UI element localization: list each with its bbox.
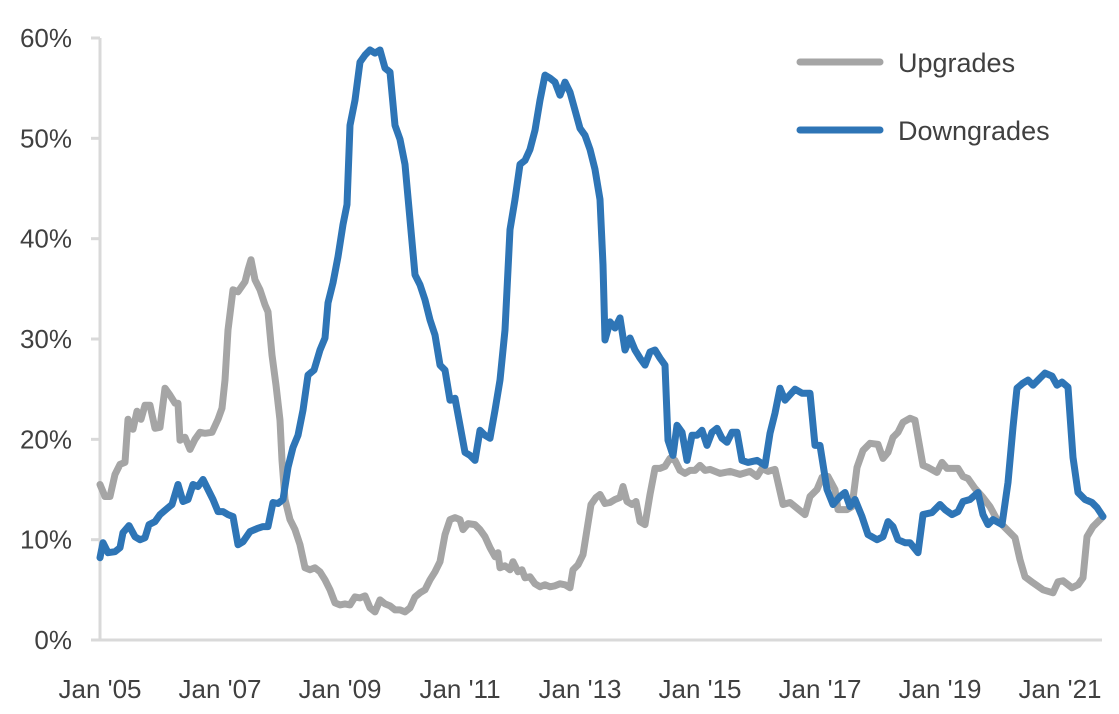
y-tick-label: 30% <box>20 324 72 354</box>
legend: Upgrades Downgrades <box>796 48 1050 146</box>
x-tick-label: Jan '11 <box>419 674 500 704</box>
x-tick-label: Jan '19 <box>898 674 981 704</box>
x-tick-label: Jan '17 <box>778 674 861 704</box>
x-axis-ticks: Jan '05 Jan '07 Jan '09 Jan '11 Jan '13 Jan '… <box>58 674 1101 704</box>
x-tick-label: Jan '21 <box>1018 674 1101 704</box>
y-axis-ticks: 0% 10% 20% 30% 40% 50% 60% <box>20 23 100 655</box>
series-lines <box>96 46 1107 616</box>
legend-label-upgrades: Upgrades <box>898 48 1015 78</box>
y-tick-label: 0% <box>34 625 72 655</box>
series-line-downgrades <box>96 46 1107 562</box>
x-tick-label: Jan '05 <box>58 674 141 704</box>
x-tick-label: Jan '09 <box>298 674 381 704</box>
x-tick-label: Jan '15 <box>658 674 741 704</box>
y-tick-label: 50% <box>20 123 72 153</box>
series-line-upgrades <box>96 256 1106 616</box>
y-tick-label: 10% <box>20 525 72 555</box>
x-tick-label: Jan '13 <box>538 674 621 704</box>
x-tick-label: Jan '07 <box>178 674 261 704</box>
y-tick-label: 60% <box>20 23 72 53</box>
y-tick-label: 40% <box>20 224 72 254</box>
legend-label-downgrades: Downgrades <box>898 116 1050 146</box>
y-tick-label: 20% <box>20 424 72 454</box>
